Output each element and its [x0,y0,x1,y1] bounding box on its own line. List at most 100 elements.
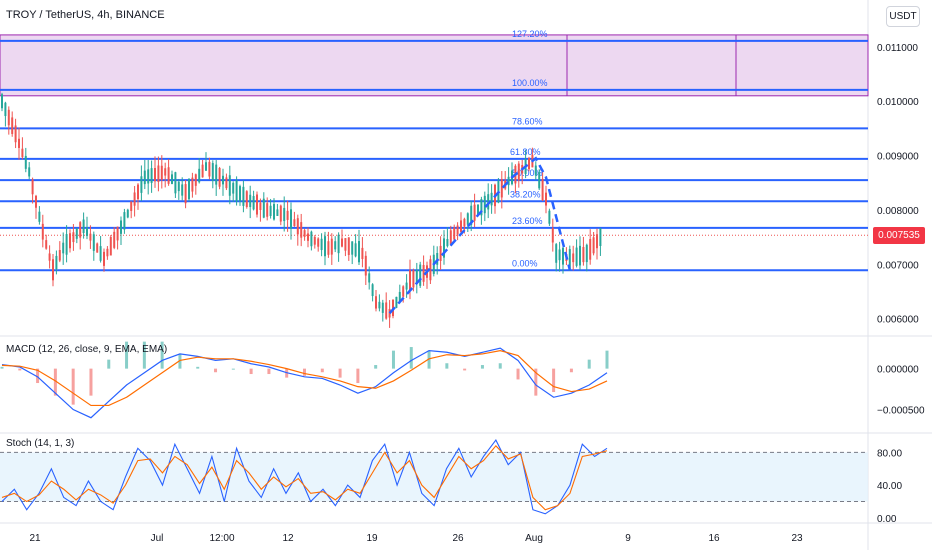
stoch-indicator-label[interactable]: Stoch (14, 1, 3) [6,438,75,449]
candle-body [194,174,197,186]
candle-body [446,238,449,247]
candle-body [222,175,224,185]
candle-body [320,238,323,251]
candle-body [154,168,156,182]
stoch-k-line [1,439,608,515]
time-tick-label: 9 [625,533,631,544]
candle-body [72,232,75,243]
macd-indicator-label[interactable]: MACD (12, 26, close, 9, EMA, EMA) [6,344,168,355]
candle-body [368,273,371,283]
candle-body [313,236,316,245]
candle-body [147,169,150,184]
time-tick-label: 23 [791,533,803,544]
macd-histogram-bar [0,366,4,369]
candle-body [235,180,238,202]
currency-button[interactable]: USDT [886,6,920,27]
time-tick-label: Aug [525,533,543,544]
candle-body [21,148,24,158]
candle-body [140,176,143,193]
stoch-band [0,452,868,502]
candle-body [171,174,173,184]
price-tick-label: 0.007000 [877,260,919,271]
candle-body [286,210,289,220]
time-tick-label: 12 [282,533,294,544]
candle-body [113,231,116,248]
candle-body [456,225,459,235]
candle-body [371,284,374,297]
fib-label: 38.20% [510,189,541,199]
candle-body [28,167,31,177]
candle-body [395,296,398,308]
candle-body [269,205,272,216]
candle-body [1,94,3,109]
candle-body [558,249,561,261]
target-zone [0,34,869,97]
macd-histogram-bar [160,341,164,369]
macd-histogram-bar [516,368,520,380]
macd-histogram-bar [125,341,129,369]
candle-body [62,242,65,254]
candle-body [232,182,235,194]
price-tick-label: 0.006000 [877,315,919,326]
candle-body [327,241,330,255]
candle-body [290,209,292,229]
candle-body [487,194,490,210]
candle-body [181,184,184,196]
candle-body [293,219,296,227]
fib-label: 100.00% [512,78,548,88]
candle-body [473,204,476,221]
candle-body [38,211,41,222]
macd-histogram-bar [71,368,75,405]
candle-body [41,223,44,240]
candle-body [415,269,418,285]
candle-body [143,170,146,185]
candle-body [599,228,602,246]
candle-body [69,233,71,249]
candle-body [201,164,204,178]
candle-body [483,195,486,214]
time-tick-label: 21 [29,533,41,544]
candle-body [422,264,425,282]
candle-body [555,244,558,263]
candle-body [52,259,54,281]
candle-body [266,203,269,217]
candle-body [575,247,578,266]
candle-body [310,231,313,247]
candle-body [341,238,343,247]
candle-body [109,236,112,256]
candle-body [517,163,520,181]
macd-histogram-bar [587,359,591,369]
candle-body [198,168,201,183]
candle-body [300,222,303,238]
candle-body [548,210,551,224]
candle-body [283,207,286,222]
candle-body [150,168,153,183]
candle-body [596,234,598,249]
candle-body [211,163,214,181]
candle-body [133,192,136,206]
candle-body [259,202,262,210]
candle-body [82,219,85,234]
macd-histogram-bar [356,368,360,384]
candle-body [24,155,27,169]
candle-body [551,228,554,243]
candle-body [361,247,364,260]
candle-body [103,251,105,266]
candle-body [443,238,445,258]
candle-body [208,161,211,177]
candle-body [358,241,360,263]
candle-body [55,255,58,270]
candle-body [273,204,275,220]
candle-body [205,162,207,171]
stoch-tick-label: 40.00 [877,481,902,492]
candle-body [215,164,218,185]
macd-histogram-bar [53,368,57,396]
candle-body [120,220,122,234]
fib-label: 78.60% [512,116,543,126]
macd-histogram-bar [107,359,111,369]
symbol-title: TROY / TetherUS, 4h, BINANCE [6,9,165,21]
candle-body [480,199,483,216]
candle-body [528,158,530,170]
macd-histogram-bar [249,368,253,375]
